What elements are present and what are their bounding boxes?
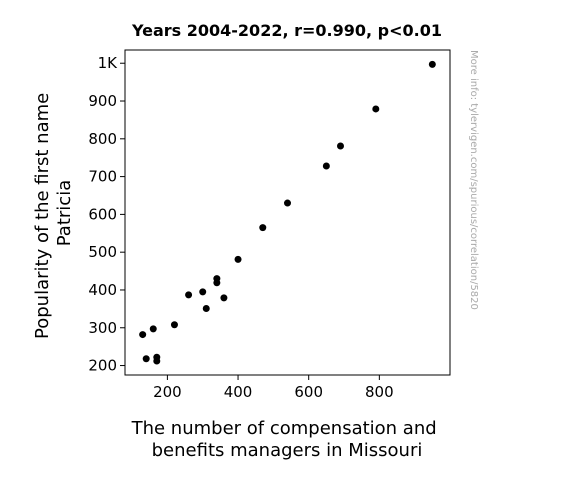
data-point: [322, 162, 330, 170]
data-point: [185, 291, 193, 299]
y-tick-label: 600: [88, 205, 117, 223]
y-tick-label: 500: [88, 243, 117, 261]
y-tick-label: 900: [88, 92, 117, 110]
x-axis-ticks: 200 400 600 800: [153, 375, 394, 401]
data-points: [139, 60, 436, 365]
x-tick-label: 200: [153, 383, 182, 401]
data-point: [149, 325, 157, 333]
y-tick-label: 700: [88, 168, 117, 186]
data-point: [220, 294, 228, 302]
y-tick-label: 1K: [98, 54, 119, 72]
data-point: [213, 279, 221, 287]
data-point: [139, 331, 147, 339]
y-axis-ticks: 200 300 400 500 600 700 800 900 1K: [88, 54, 125, 375]
y-tick-label: 800: [88, 130, 117, 148]
x-axis-label-line-1: The number of compensation and: [131, 418, 437, 439]
data-point: [170, 321, 178, 329]
data-point: [199, 288, 207, 296]
y-tick-label: 300: [88, 319, 117, 337]
y-axis-label: Popularity of the first name Patricia: [32, 87, 75, 339]
y-tick-label: 200: [88, 357, 117, 375]
x-axis-label-line-2: benefits managers in Missouri: [152, 440, 423, 461]
data-point: [336, 142, 344, 150]
y-tick-label: 400: [88, 281, 117, 299]
x-tick-label: 800: [365, 383, 394, 401]
plot-area: [124, 49, 451, 376]
y-axis-label-line-2: Patricia: [54, 180, 75, 246]
data-point: [259, 224, 267, 232]
data-point: [234, 255, 242, 263]
data-point: [202, 304, 210, 312]
data-point: [428, 60, 436, 68]
y-axis-label-line-1: Popularity of the first name: [32, 93, 53, 339]
data-point: [153, 357, 161, 365]
x-tick-label: 600: [294, 383, 323, 401]
data-point: [284, 199, 291, 207]
x-tick-label: 400: [224, 383, 253, 401]
data-point: [142, 355, 150, 363]
x-axis-label: The number of compensation and benefits …: [131, 418, 443, 461]
chart-title: Years 2004-2022, r=0.990, p<0.01: [131, 21, 442, 40]
data-point: [372, 105, 380, 113]
source-watermark: More info: tylervigen.com/spurious/corre…: [468, 50, 479, 310]
